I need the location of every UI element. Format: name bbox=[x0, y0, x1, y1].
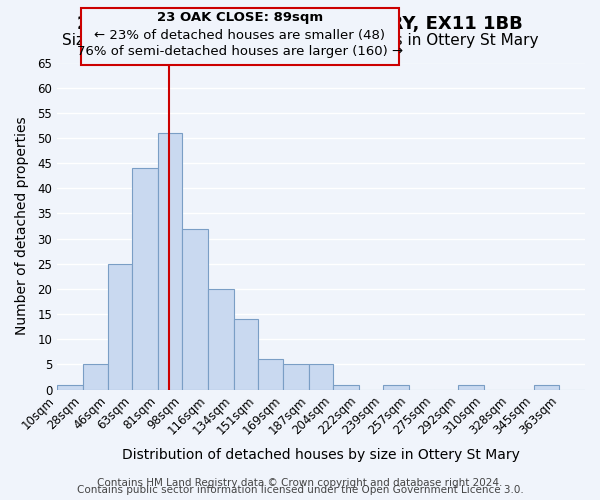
Bar bbox=[83, 364, 108, 390]
Bar bbox=[283, 364, 309, 390]
Text: Size of property relative to detached houses in Ottery St Mary: Size of property relative to detached ho… bbox=[62, 32, 538, 48]
Text: 23 OAK CLOSE: 89sqm: 23 OAK CLOSE: 89sqm bbox=[157, 12, 323, 24]
Bar bbox=[258, 360, 283, 390]
Bar bbox=[133, 168, 158, 390]
X-axis label: Distribution of detached houses by size in Ottery St Mary: Distribution of detached houses by size … bbox=[122, 448, 520, 462]
Bar bbox=[108, 264, 133, 390]
Bar bbox=[333, 384, 359, 390]
Bar bbox=[158, 133, 182, 390]
Bar bbox=[309, 364, 333, 390]
Bar bbox=[57, 384, 83, 390]
Text: Contains public sector information licensed under the Open Government Licence 3.: Contains public sector information licen… bbox=[77, 485, 523, 495]
Bar bbox=[182, 228, 208, 390]
Bar bbox=[458, 384, 484, 390]
Text: Contains HM Land Registry data © Crown copyright and database right 2024.: Contains HM Land Registry data © Crown c… bbox=[97, 478, 503, 488]
Bar bbox=[534, 384, 559, 390]
Bar bbox=[233, 319, 258, 390]
Y-axis label: Number of detached properties: Number of detached properties bbox=[15, 117, 29, 336]
Bar bbox=[208, 289, 233, 390]
Text: 76% of semi-detached houses are larger (160) →: 76% of semi-detached houses are larger (… bbox=[77, 45, 403, 58]
Bar bbox=[383, 384, 409, 390]
Text: ← 23% of detached houses are smaller (48): ← 23% of detached houses are smaller (48… bbox=[95, 28, 386, 42]
Text: 23, OAK CLOSE, OTTERY ST MARY, EX11 1BB: 23, OAK CLOSE, OTTERY ST MARY, EX11 1BB bbox=[77, 15, 523, 33]
